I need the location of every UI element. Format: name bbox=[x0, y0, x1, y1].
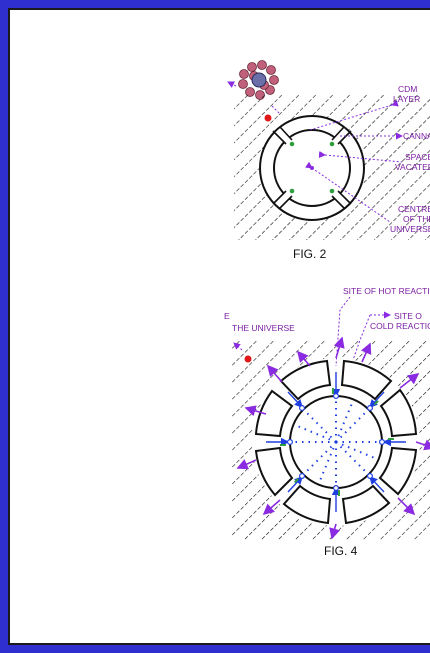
fig2-label-centre-line1: CENTRE bbox=[398, 204, 430, 214]
fig4-radial-lines bbox=[292, 398, 380, 486]
fig2-label-cdm-line2: LAYER bbox=[393, 94, 420, 104]
diagram-sheet: CDM LAYER CANNABI SPACE VACATED CENTRE O… bbox=[8, 8, 430, 645]
fig2-label-cdm-line1: CDM bbox=[398, 84, 417, 94]
fig4-red-dot bbox=[244, 355, 252, 363]
patent-figures: CDM LAYER CANNABI SPACE VACATED CENTRE O… bbox=[224, 60, 430, 558]
fig4-label-cold-line1: SITE O bbox=[394, 311, 422, 321]
fig2-cdm-particle-cluster bbox=[238, 60, 279, 100]
fig4-label-universe: THE UNIVERSE bbox=[232, 323, 295, 333]
fig4-label-cold-line2: COLD REACTION bbox=[370, 321, 430, 331]
fig2-caption: FIG. 2 bbox=[293, 247, 327, 261]
fig2-label-centre-line2: OF THE bbox=[403, 214, 430, 224]
fig4-outward-arrows bbox=[236, 336, 430, 540]
fig4-caption: FIG. 4 bbox=[324, 544, 358, 558]
fig2-label-cannabis: CANNABI bbox=[403, 131, 430, 141]
fig2-label-space-line2: VACATED bbox=[395, 162, 430, 172]
fig2-label-centre-line3: UNIVERSE bbox=[390, 224, 430, 234]
svg-text:E: E bbox=[224, 311, 230, 321]
fig4-outer-segments bbox=[254, 359, 418, 525]
figure-2: CDM LAYER CANNABI SPACE VACATED CENTRE O… bbox=[227, 60, 430, 261]
figure-4: SITE OF HOT REACTION SITE O COLD REACTIO… bbox=[224, 286, 430, 558]
fig4-label-hot-reaction: SITE OF HOT REACTION bbox=[343, 286, 430, 296]
fig2-label-space-line1: SPACE bbox=[405, 152, 430, 162]
